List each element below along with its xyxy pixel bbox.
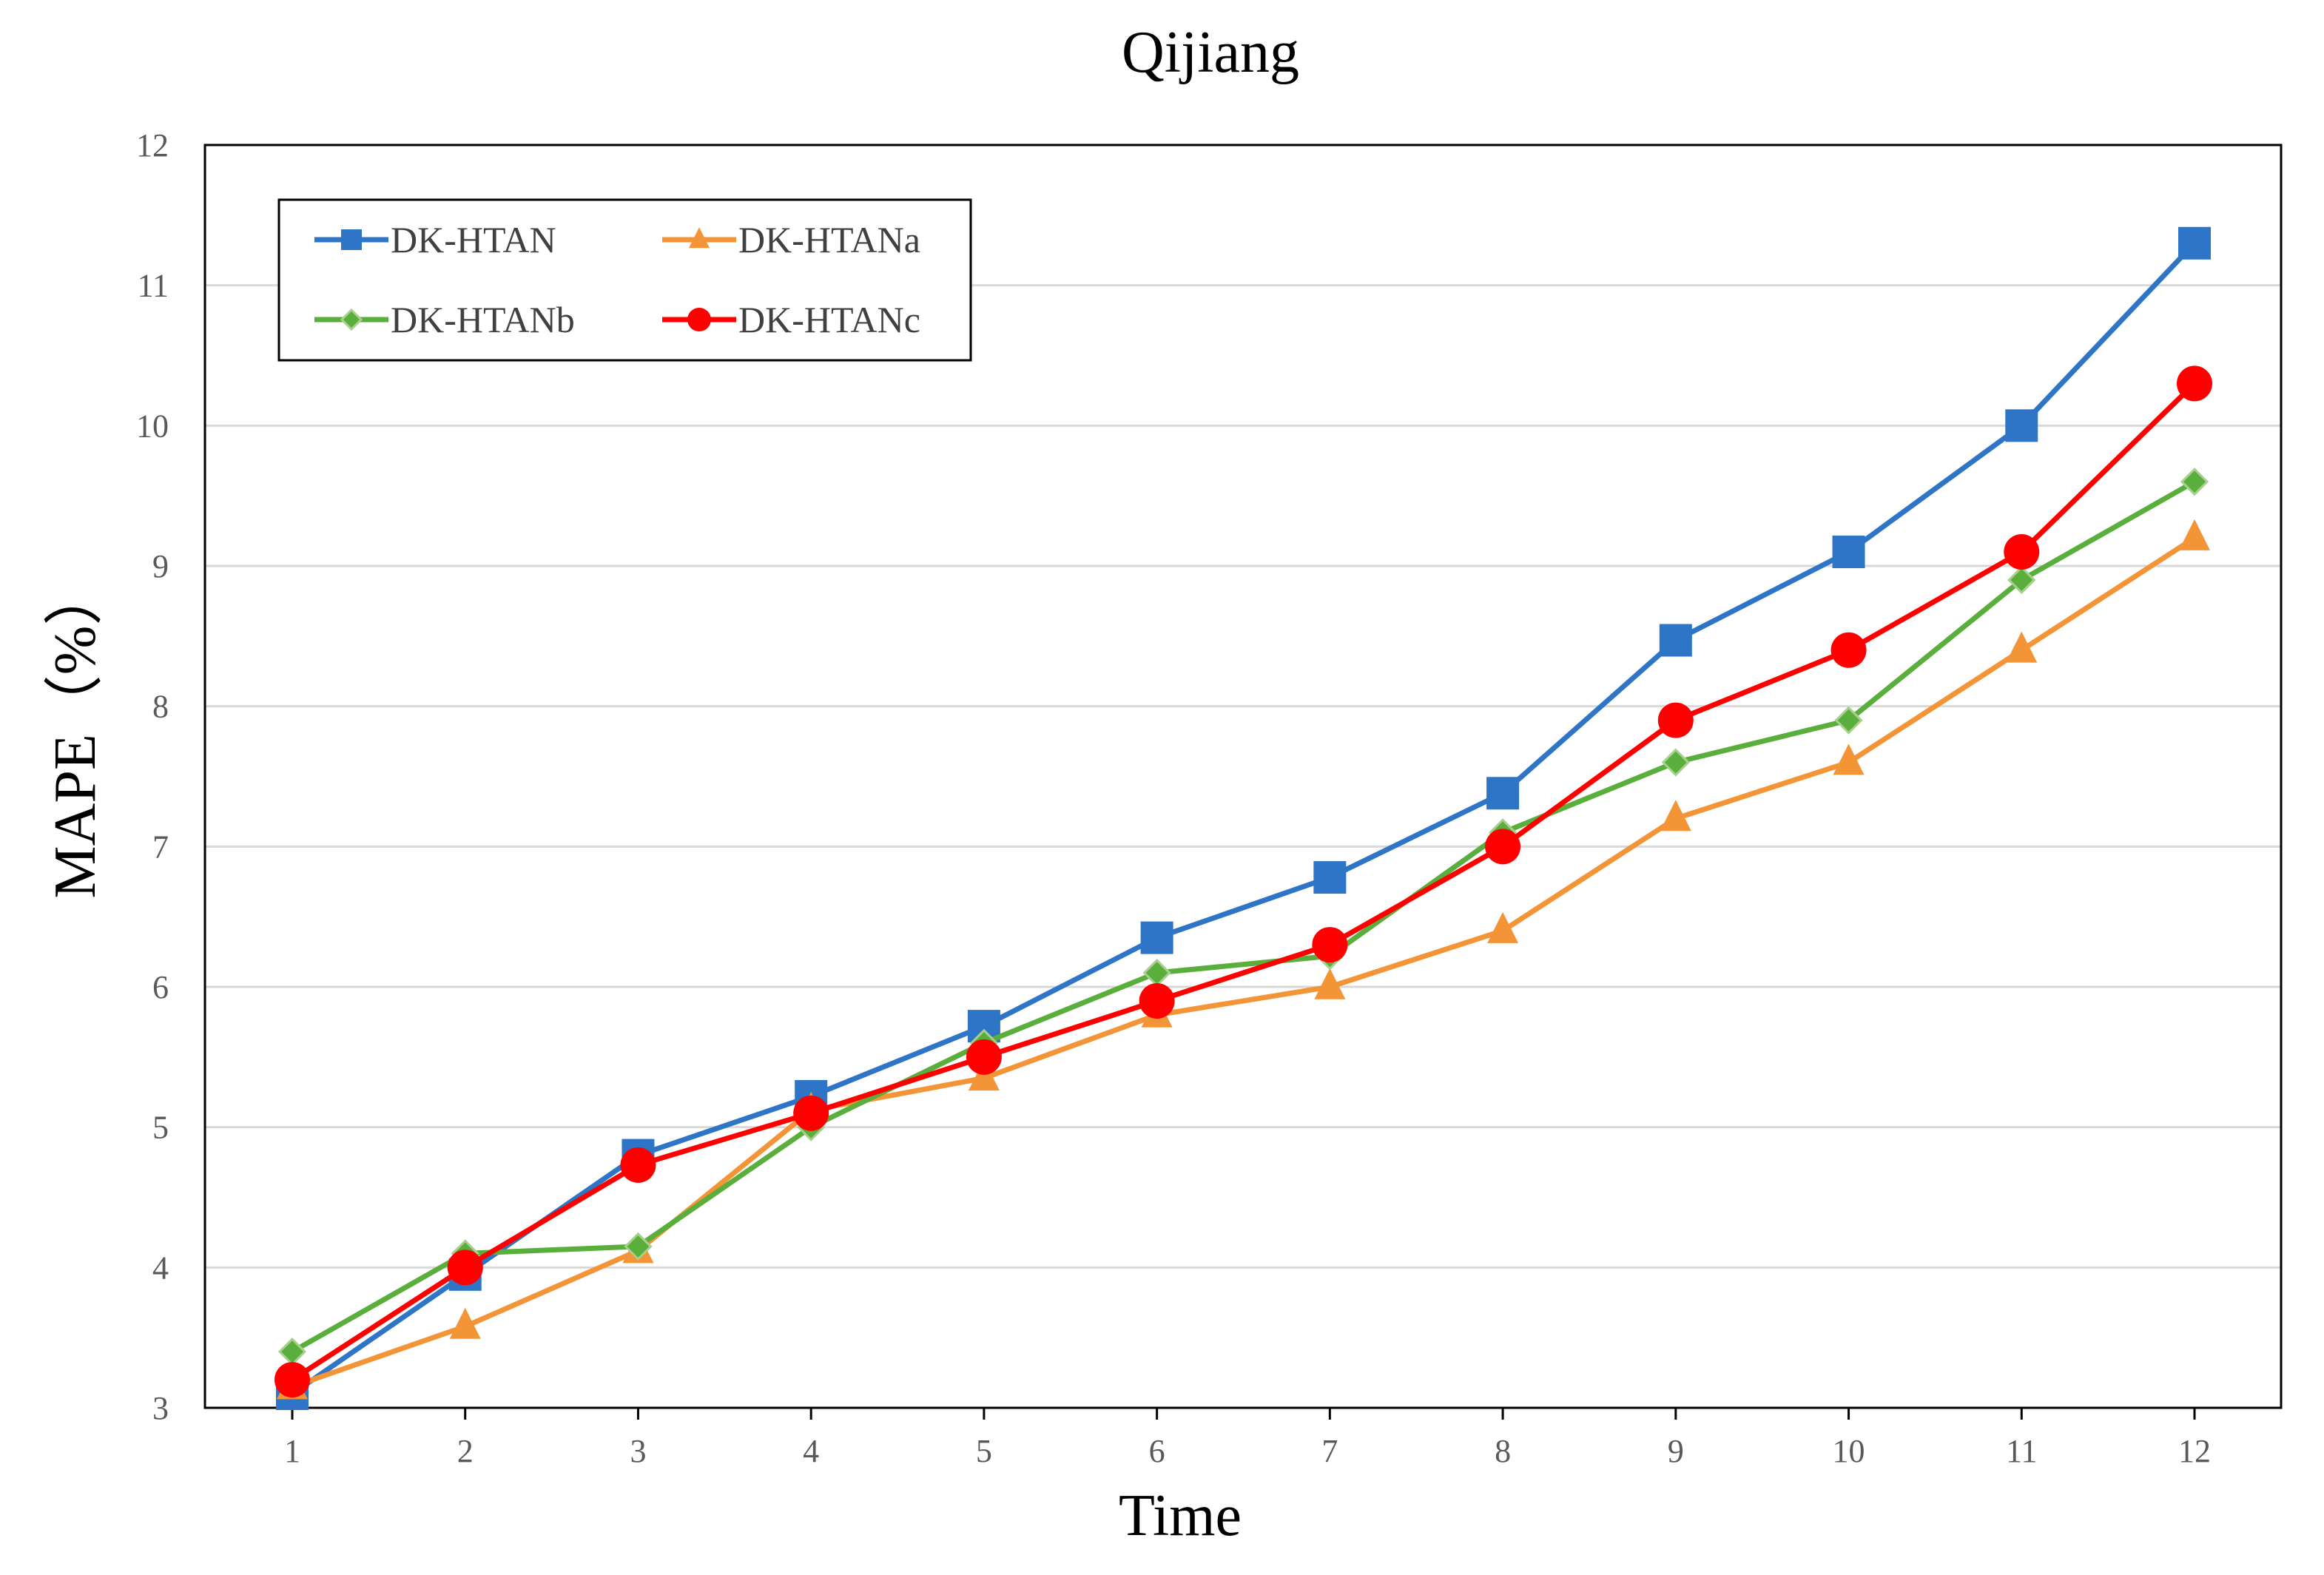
y-tick-label: 4 (152, 1249, 169, 1286)
x-tick-label: 11 (2006, 1433, 2037, 1469)
x-tick-label: 4 (803, 1433, 819, 1469)
legend-item-dk-htana: DK-HTANa (662, 219, 920, 260)
data-point-dk-htanc (620, 1147, 656, 1183)
data-point-dk-htan (1659, 624, 1692, 657)
data-point-dk-htan (2005, 409, 2038, 442)
data-point-dk-htanb (2180, 468, 2209, 496)
legend-marker (340, 308, 363, 331)
data-point-dk-htana (968, 1059, 1000, 1091)
y-tick-label: 3 (152, 1390, 169, 1426)
y-axis-ticks: 3 4 5 6 7 8 9 10 11 12 (136, 127, 169, 1426)
legend-item-dk-htan: DK-HTAN (314, 219, 556, 260)
chart-title: Qijiang (1122, 20, 1299, 85)
series-dk-htanc (274, 365, 2212, 1398)
data-point-dk-htanc (966, 1039, 1002, 1075)
x-tick-label: 6 (1149, 1433, 1165, 1469)
x-tick-label: 2 (457, 1433, 474, 1469)
data-point-dk-htanb (1142, 958, 1171, 988)
data-point-dk-htanc (2177, 365, 2212, 402)
data-point-dk-htana (1833, 743, 1865, 775)
y-axis-title: MAPE（%） (43, 567, 108, 899)
x-tick-label: 9 (1668, 1433, 1684, 1469)
y-tick-label: 6 (152, 969, 169, 1005)
data-point-dk-htan (1832, 536, 1865, 569)
data-point-dk-htanc (1830, 632, 1867, 668)
series-line-dk-htanc (291, 381, 2197, 1383)
series-line-dk-htanb (291, 479, 2196, 1355)
x-axis-title: Time (1119, 1483, 1242, 1548)
data-point-dk-htanc (274, 1362, 310, 1398)
data-point-dk-htana (1660, 800, 1691, 832)
data-point-dk-htanc (1312, 927, 1348, 963)
data-point-dk-htana (2179, 519, 2210, 550)
x-tick-label: 5 (976, 1433, 992, 1469)
data-point-dk-htanc (447, 1249, 483, 1286)
data-point-dk-htanc (1485, 829, 1521, 865)
data-point-dk-htana (1487, 911, 1519, 943)
x-tick-label: 10 (1833, 1433, 1865, 1469)
data-point-dk-htan (1140, 921, 1173, 954)
y-tick-label: 8 (152, 689, 169, 725)
x-tick-label: 7 (1321, 1433, 1338, 1469)
y-tick-label: 9 (152, 548, 169, 584)
data-point-dk-htanc (1657, 702, 1694, 738)
y-tick-label: 7 (152, 829, 169, 865)
data-point-dk-htan (2178, 226, 2211, 260)
x-tick-label: 12 (2178, 1433, 2211, 1469)
legend-item-dk-htanb: DK-HTANb (314, 299, 575, 340)
legend-marker (341, 229, 362, 250)
data-point-dk-htana (1314, 968, 1346, 999)
data-point-dk-htan (1486, 777, 1520, 810)
legend-marker (687, 308, 711, 331)
y-tick-label: 12 (136, 127, 169, 163)
y-tick-label: 11 (138, 268, 169, 304)
legend-label: DK-HTAN (391, 219, 556, 260)
series-dk-htan (276, 226, 2211, 1411)
legend-label: DK-HTANc (738, 299, 920, 340)
plot-area-frame (203, 144, 2283, 1409)
data-point-dk-htanb (2007, 565, 2036, 595)
legend-label: DK-HTANa (738, 219, 920, 260)
data-point-dk-htanc (793, 1095, 829, 1131)
legend-item-dk-htanc: DK-HTANc (662, 299, 920, 340)
data-point-dk-htanb (624, 1232, 653, 1261)
x-tick-label: 8 (1495, 1433, 1511, 1469)
data-point-dk-htanb (277, 1338, 307, 1366)
y-tick-label: 10 (136, 408, 169, 444)
gridlines (205, 284, 2281, 1269)
data-point-dk-htana (2006, 631, 2038, 663)
x-tick-label: 3 (630, 1433, 646, 1469)
x-axis-ticks: 1 2 3 4 5 6 7 8 9 10 11 12 (284, 1408, 2211, 1469)
data-point-dk-htana (449, 1307, 481, 1339)
series-line-dk-htana (291, 536, 2196, 1389)
data-point-dk-htanc (1139, 982, 1175, 1019)
data-point-dk-htan (1313, 861, 1347, 894)
series-dk-htanb (277, 468, 2209, 1366)
series-line-dk-htan (291, 241, 2197, 1396)
data-point-dk-htanb (1834, 706, 1863, 735)
legend-marker (689, 227, 710, 249)
data-point-dk-htanc (2004, 534, 2040, 570)
y-tick-label: 5 (152, 1110, 169, 1146)
x-tick-label: 1 (284, 1433, 300, 1469)
data-point-dk-htanb (1661, 748, 1690, 777)
legend-label: DK-HTANb (391, 299, 575, 340)
series-lines (274, 226, 2212, 1411)
legend-frame (277, 198, 972, 362)
legend: DK-HTAN DK-HTANa DK-HTANb DK-HTANc (277, 198, 972, 362)
